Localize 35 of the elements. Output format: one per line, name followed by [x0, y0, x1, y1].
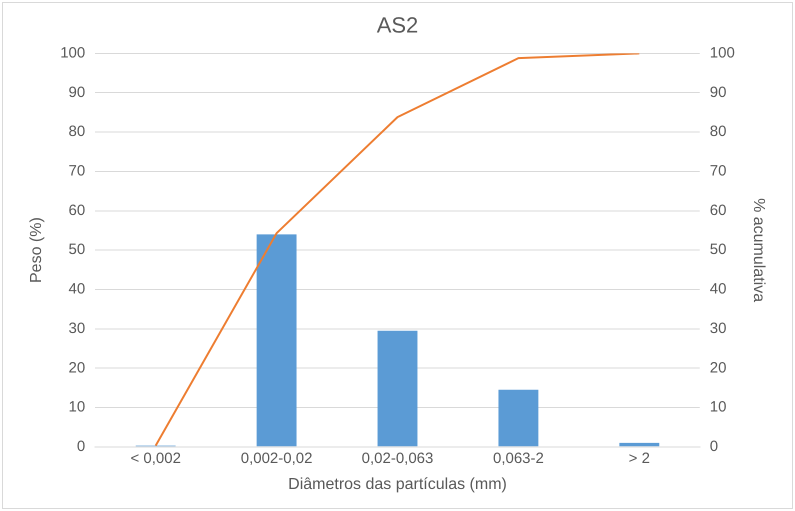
y-tick-label: 100	[60, 44, 86, 62]
bar	[378, 330, 418, 446]
y2-tick-label: 60	[710, 202, 726, 219]
bar	[498, 390, 538, 446]
y2-tick-label: 80	[710, 123, 726, 140]
y-axis-title: Peso (%)	[28, 217, 46, 283]
x-tick-label: 0,02-0,063	[362, 450, 434, 467]
y-tick-label: 90	[68, 84, 86, 101]
x-tick-label: 0,063-2	[492, 450, 544, 467]
x-tick-label: > 2	[628, 450, 650, 467]
y-tick-label: 40	[68, 280, 86, 298]
y2-tick-label: 70	[710, 162, 726, 180]
y2-axis-title: % acumulativa	[750, 198, 767, 302]
x-axis-title: Diâmetros das partículas (mm)	[288, 476, 507, 493]
y-tick-label: 80	[68, 123, 86, 140]
y2-tick-label: 20	[710, 359, 726, 376]
y2-tick-label: 40	[710, 280, 726, 298]
bar	[256, 234, 297, 446]
y2-tick-label: 90	[710, 84, 726, 101]
y-tick-label: 20	[68, 359, 86, 376]
y2-tick-label: 0	[710, 438, 718, 455]
y-tick-label: 10	[68, 398, 86, 416]
y-tick-label: 0	[76, 438, 86, 455]
x-tick-label: 0,002-0,02	[240, 450, 312, 467]
y2-tick-label: 30	[710, 320, 726, 337]
x-tick-label: < 0,002	[130, 450, 181, 467]
y-tick-label: 60	[68, 202, 86, 219]
y-tick-label: 30	[68, 320, 86, 337]
y2-tick-label: 10	[710, 398, 726, 416]
y2-tick-label: 100	[710, 44, 735, 62]
y-tick-label: 50	[68, 241, 86, 258]
y-tick-label: 70	[68, 162, 86, 180]
chart-title: AS2	[376, 12, 418, 38]
bar	[619, 442, 660, 446]
y2-tick-label: 50	[710, 241, 726, 258]
